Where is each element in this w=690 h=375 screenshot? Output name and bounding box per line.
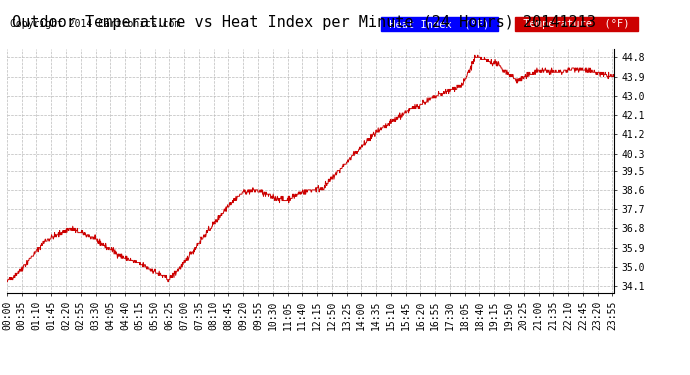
Text: Copyright 2014 Cartronics.com: Copyright 2014 Cartronics.com <box>10 19 180 29</box>
Text: Heat Index  (°F): Heat Index (°F) <box>384 19 496 29</box>
Text: Temperature  (°F): Temperature (°F) <box>517 19 635 29</box>
Text: Outdoor Temperature vs Heat Index per Minute (24 Hours) 20141213: Outdoor Temperature vs Heat Index per Mi… <box>12 15 595 30</box>
